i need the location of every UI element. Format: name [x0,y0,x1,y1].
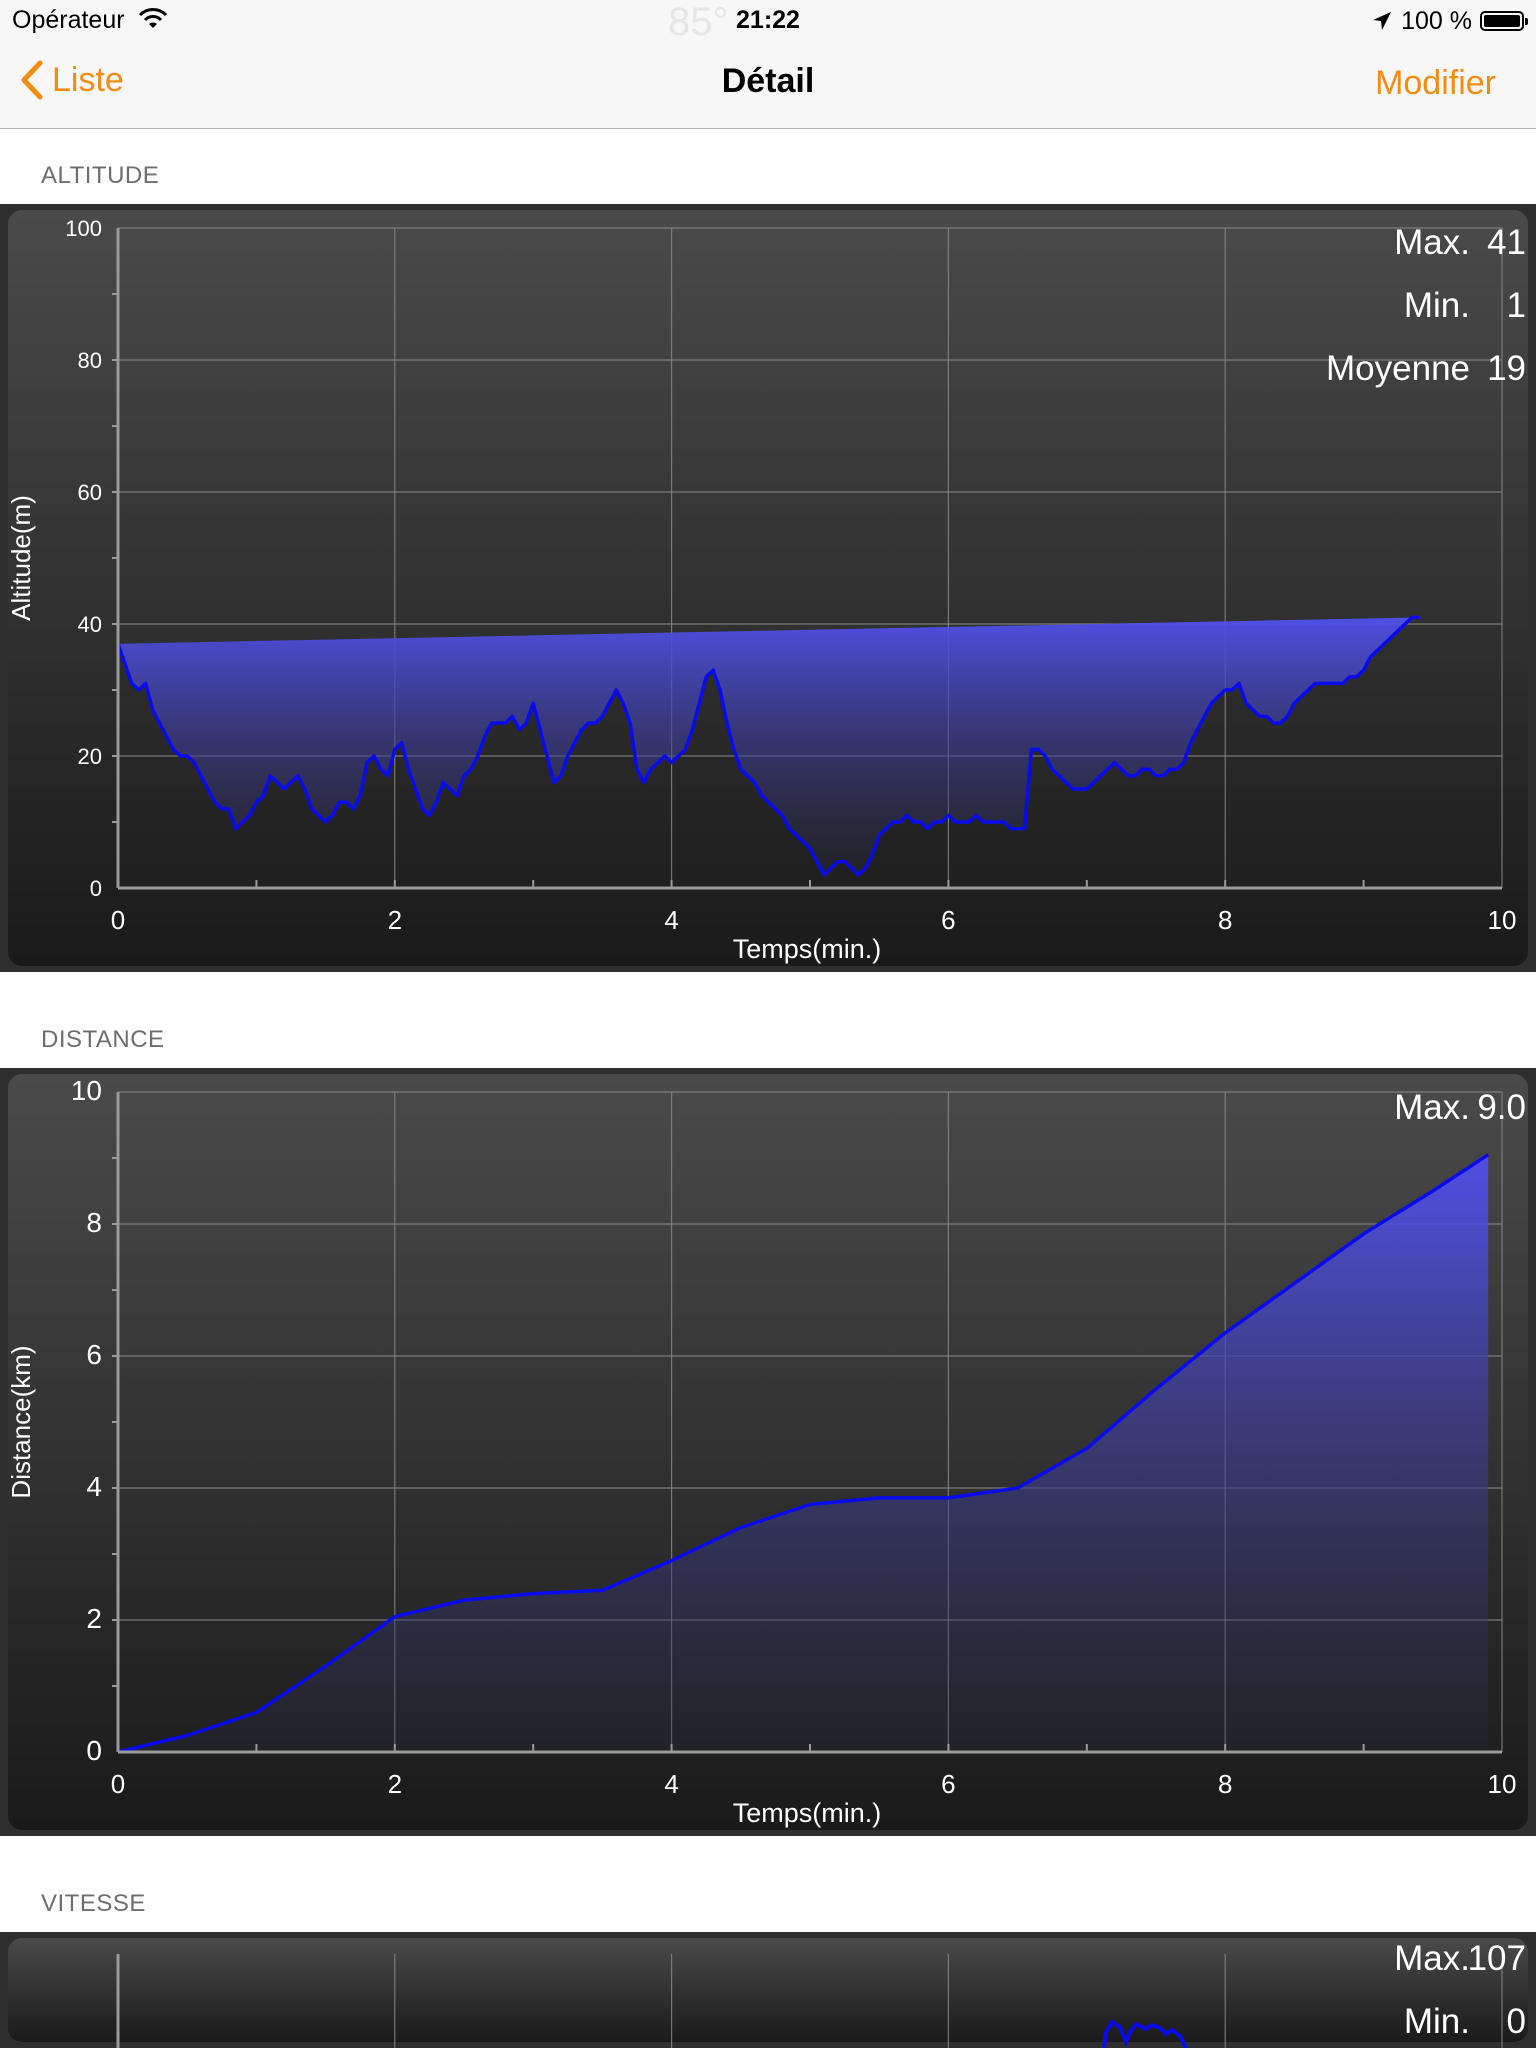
distance-chart: 0 2 4 6 8 10 0 2 4 6 8 10 Temps(min.) Distance(km) Max… [0,1068,1536,1836]
status-bar: Opérateur 85° 21:22 100 % [0,0,1536,44]
stat-label: Moyenne [1326,349,1470,388]
speed-chart-card: Max. 107 Min. 0 [0,1932,1536,2048]
battery-icon [1480,11,1528,31]
stat-label: Min. [1404,2002,1470,2041]
chevron-left-icon [21,60,43,100]
y-tick-label: 0 [90,876,102,901]
stat-value: 9.0 [1477,1088,1526,1127]
x-tick-label: 10 [1488,905,1517,935]
edit-button[interactable]: Modifier [1375,64,1496,102]
distance-chart-card: 0 2 4 6 8 10 0 2 4 6 8 10 Temps(min.) Distance(km) Max… [0,1068,1536,1836]
carrier-label: Opérateur [12,6,125,34]
stat-label: Max. [1394,1939,1470,1978]
section-header-distance: DISTANCE [41,1026,165,1053]
navigation-bar: Liste Détail Modifier [0,42,1536,129]
y-tick-label: 60 [78,480,102,505]
altitude-chart: 0 2 4 6 8 10020406080100Temps(min.)Altitude(m… [0,204,1536,972]
stat-label: Max. [1394,1088,1470,1127]
y-tick-label: 6 [86,1339,102,1370]
y-tick-label: 0 [86,1735,102,1766]
speed-chart: Max.107 Min. 0 [0,1932,1536,2048]
y-tick-label: 40 [78,612,102,637]
stat-value: 19 [1487,349,1526,388]
x-axis-label: Temps(min.) [733,934,882,964]
x-tick-label: 6 [941,1769,955,1799]
status-right-group: 100 % [1371,6,1528,36]
x-tick-label: 6 [941,905,955,935]
faded-overlay-text: 85° [668,0,729,44]
location-arrow-icon [1373,12,1392,30]
y-axis-label: Distance(km) [6,1345,36,1498]
x-tick-label: 4 [664,1769,678,1799]
stat-value: 1 [1507,286,1526,325]
x-axis-label: Temps(min.) [733,1798,882,1828]
x-tick-label: 2 [388,1769,402,1799]
x-tick-label: 10 [1488,1769,1517,1799]
back-button[interactable]: Liste [20,60,124,100]
section-header-speed: VITESSE [41,1890,146,1917]
chart-background [8,1938,1528,2042]
stat-value: 41 [1487,223,1526,262]
stat-label: Max. [1394,223,1470,262]
y-tick-label: 100 [65,216,102,241]
stat-value: 0 [1507,2002,1526,2041]
back-button-label: Liste [52,60,124,99]
x-tick-label: 0 [111,905,125,935]
altitude-chart-card: 0 2 4 6 8 10 0 20 40 60 80 100 Temps(min.) Altitude(m… [0,204,1536,972]
x-tick-label: 8 [1218,905,1232,935]
stat-value: 107 [1468,1939,1526,1978]
series-line [116,615,1419,877]
chart-background [8,210,1528,966]
x-tick-label: 4 [664,905,678,935]
series-line [117,1153,1490,1754]
y-tick-label: 10 [71,1075,102,1106]
x-tick-label: 0 [111,1769,125,1799]
y-tick-label: 4 [86,1471,102,1502]
series-line [1102,2019,1188,2048]
y-axis-label: Altitude(m) [6,495,36,621]
page-title: Détail [721,62,815,100]
stat-label: Min. [1404,286,1470,325]
section-header-altitude: ALTITUDE [41,162,160,189]
series-area [118,617,1419,875]
y-tick-label: 8 [86,1207,102,1238]
x-tick-label: 8 [1218,1769,1232,1799]
y-tick-label: 80 [78,348,102,373]
y-tick-label: 20 [78,744,102,769]
battery-percent: 100 % [1401,6,1472,35]
x-tick-label: 2 [388,905,402,935]
wifi-icon [138,8,168,28]
y-tick-label: 2 [86,1603,102,1634]
status-time: 21:22 [736,6,800,34]
